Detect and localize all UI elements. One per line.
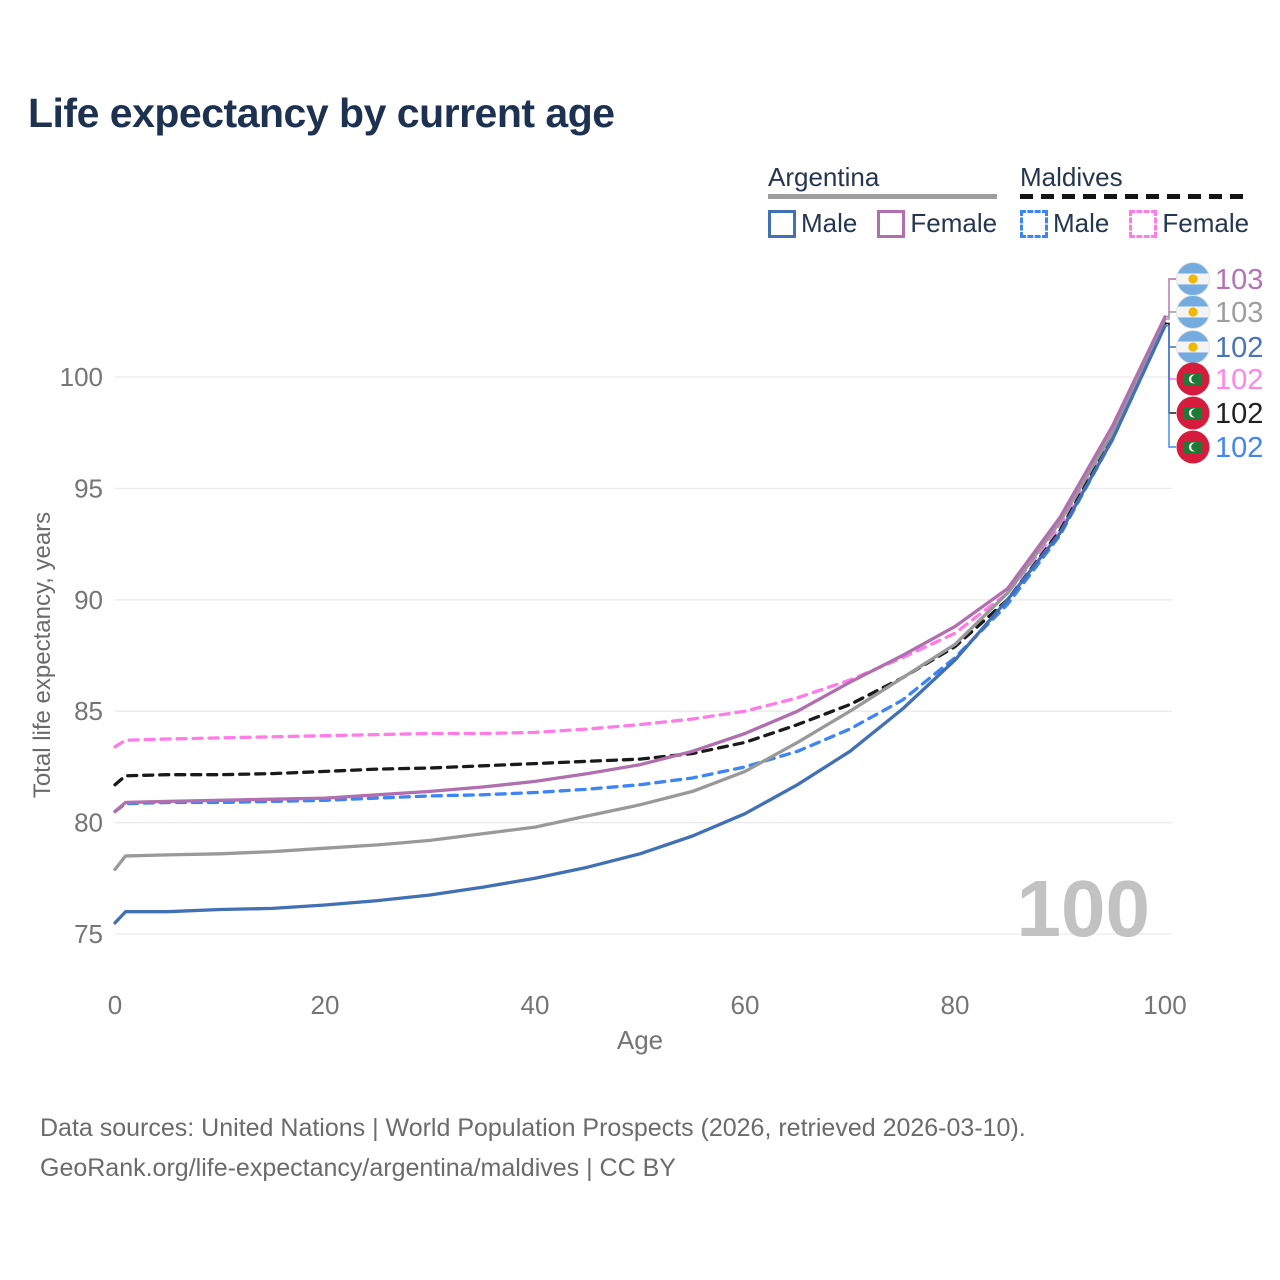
flag-maldives-icon [1176,362,1210,396]
y-tick-100: 100 [60,362,103,392]
attribution-line: GeoRank.org/life-expectancy/argentina/ma… [40,1154,676,1182]
maldives-female-swatch-icon [1129,209,1158,238]
legend-item-label: Male [801,208,858,238]
legend-item-label: Female [1162,208,1250,238]
legend-group-argentina: Argentina Male Female [768,162,998,239]
end-label-maldives-female: 102 [1215,364,1263,396]
x-tick-0: 0 [108,990,122,1020]
legend-maldives-linestyle-sample [1020,194,1250,199]
leader-line-maldives-female [1165,322,1176,380]
y-tick-90: 90 [74,585,103,615]
x-tick-20: 20 [311,990,340,1020]
end-label-maldives-total: 102 [1215,398,1263,430]
maldives-male-swatch-icon [1020,209,1048,238]
series-line-maldives-female [113,321,1167,749]
flag-maldives-icon [1176,396,1210,430]
legend-argentina-linestyle-sample [768,194,998,199]
y-axis-label: Total life expectancy, years [29,512,56,798]
end-label-argentina-total: 103 [1215,297,1263,329]
x-tick-60: 60 [731,990,760,1020]
leader-line-argentina-total [1165,311,1176,320]
x-tick-80: 80 [941,990,970,1020]
x-tick-100: 100 [1143,990,1186,1020]
y-tick-80: 80 [74,808,103,838]
flag-argentina-icon [1176,295,1210,329]
leader-line-maldives-male [1165,325,1176,448]
age-watermark: 100 [1017,864,1150,953]
leader-line-argentina-female [1165,278,1176,318]
flag-maldives-icon [1176,430,1210,464]
series-line-maldives-male [113,324,1167,814]
argentina-female-swatch-icon [877,209,906,238]
leader-line-argentina-male [1165,325,1176,348]
data-sources-line: Data sources: United Nations | World Pop… [40,1114,1026,1142]
flag-argentina-icon [1176,262,1210,296]
legend-item-maldives-female[interactable]: Female [1129,208,1249,239]
series-line-argentina-total [113,317,1167,872]
footer: Data sources: United Nations | World Pop… [40,1108,1240,1188]
legend-group-argentina-label: Argentina [768,162,880,192]
series-line-maldives-total [113,321,1167,787]
end-label-argentina-male: 102 [1215,332,1263,364]
legend: Argentina Male Female Maldives Male [0,0,1280,250]
page-title: Life expectancy by current age [28,90,615,136]
end-label-argentina-female: 103 [1215,264,1263,296]
legend-item-argentina-female[interactable]: Female [877,208,997,239]
x-axis-label: Age [617,1025,663,1055]
legend-item-argentina-male[interactable]: Male [768,208,857,239]
series-line-argentina-female [113,315,1167,814]
leader-line-maldives-total [1165,322,1176,414]
flag-argentina-icon [1176,330,1210,364]
y-tick-75: 75 [74,919,103,949]
legend-item-label: Male [1053,208,1110,238]
end-label-maldives-male: 102 [1215,432,1263,464]
legend-group-maldives: Maldives Male Female [1020,162,1250,239]
series-line-argentina-male [113,324,1167,925]
x-tick-40: 40 [521,990,550,1020]
legend-item-label: Female [910,208,998,238]
y-tick-85: 85 [74,696,103,726]
argentina-male-swatch-icon [768,209,796,238]
y-tick-95: 95 [74,473,103,503]
legend-item-maldives-male[interactable]: Male [1020,208,1109,239]
legend-group-maldives-label: Maldives [1020,162,1123,192]
